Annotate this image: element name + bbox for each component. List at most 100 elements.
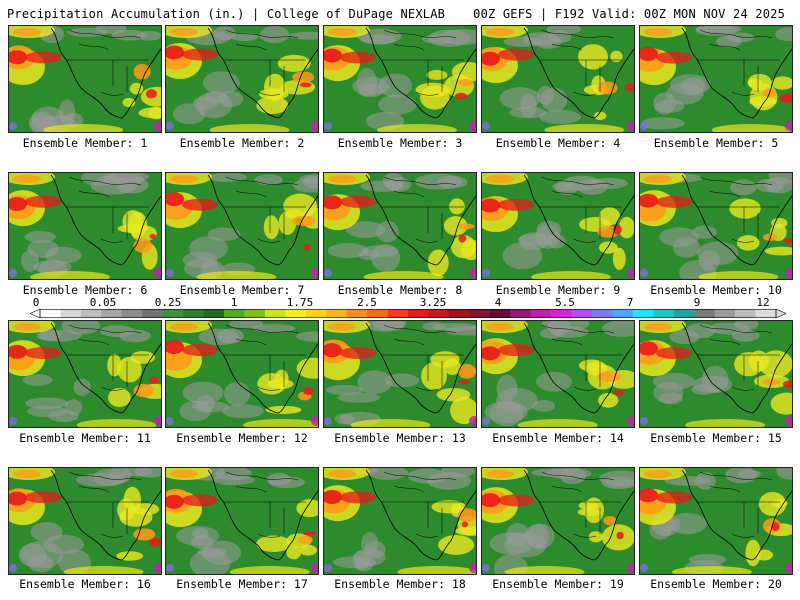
dry-area bbox=[357, 370, 392, 395]
dry-area bbox=[601, 476, 634, 490]
precip-area bbox=[298, 535, 313, 544]
heavy-precip-area bbox=[9, 564, 17, 572]
precip-area bbox=[531, 271, 612, 279]
precip-area bbox=[116, 551, 144, 561]
ensemble-member-map bbox=[639, 172, 793, 280]
dry-area bbox=[134, 468, 161, 478]
precip-area bbox=[170, 175, 198, 183]
heavy-precip-area bbox=[166, 122, 174, 130]
coastline bbox=[50, 27, 161, 119]
precip-area bbox=[340, 51, 376, 64]
colorbar-segment bbox=[244, 309, 266, 318]
dry-area bbox=[197, 547, 227, 558]
precip-area bbox=[640, 341, 658, 356]
arctic-coastline bbox=[541, 471, 615, 493]
precip-area bbox=[324, 489, 342, 504]
precip-map-svg bbox=[166, 26, 318, 132]
heavy-precip-area bbox=[640, 269, 648, 277]
dry-area bbox=[259, 26, 290, 44]
heavy-precip-area bbox=[311, 121, 318, 131]
precip-area bbox=[328, 175, 356, 183]
dry-area bbox=[367, 468, 409, 480]
precip-area bbox=[578, 44, 608, 70]
ensemble-member-label: Ensemble Member: 18 bbox=[334, 577, 466, 591]
political-borders bbox=[698, 354, 780, 391]
run-info: 00Z GEFS | F192 Valid: 00Z MON NOV 24 20… bbox=[473, 7, 785, 21]
dry-area bbox=[649, 521, 672, 540]
dry-area bbox=[602, 321, 634, 337]
precip-area bbox=[685, 419, 766, 427]
heavy-precip-area bbox=[469, 268, 476, 278]
dry-area bbox=[61, 321, 101, 335]
precip-map-svg bbox=[324, 468, 476, 574]
precip-map-svg bbox=[482, 468, 634, 574]
dry-area bbox=[384, 373, 420, 388]
political-borders bbox=[382, 59, 464, 96]
heavy-precip-area bbox=[166, 417, 174, 425]
ensemble-member-map bbox=[323, 467, 477, 575]
dry-area bbox=[589, 177, 629, 189]
ensemble-member-label: Ensemble Member: 20 bbox=[650, 577, 782, 591]
precip-area bbox=[603, 515, 617, 526]
political-borders bbox=[540, 501, 622, 538]
precip-area bbox=[498, 48, 534, 61]
precip-area bbox=[486, 175, 514, 183]
precip-area bbox=[328, 323, 356, 331]
precip-area bbox=[594, 111, 607, 121]
dry-area bbox=[25, 397, 69, 410]
heavy-precip-area bbox=[311, 416, 318, 426]
dry-area bbox=[546, 26, 582, 35]
precip-area bbox=[263, 73, 286, 101]
dry-area bbox=[538, 109, 581, 125]
precip-area bbox=[296, 499, 318, 518]
colorbar-segment bbox=[428, 309, 450, 318]
dry-area bbox=[64, 399, 83, 416]
precip-area bbox=[9, 491, 27, 506]
coastline bbox=[681, 322, 792, 414]
precip-area bbox=[376, 124, 457, 132]
arctic-coastline bbox=[225, 324, 299, 346]
precip-area bbox=[296, 357, 318, 379]
colorbar-segment bbox=[285, 309, 307, 318]
precip-area bbox=[498, 344, 534, 357]
precip-area bbox=[598, 241, 618, 254]
ensemble-member-map bbox=[323, 25, 477, 133]
precip-area bbox=[771, 76, 792, 90]
dry-area bbox=[540, 87, 568, 112]
arctic-coastline bbox=[68, 324, 142, 346]
colorbar-segment bbox=[224, 309, 245, 318]
colorbar-segment bbox=[40, 309, 61, 318]
political-borders bbox=[382, 501, 464, 538]
ensemble-member-label: Ensemble Member: 1 bbox=[22, 136, 148, 150]
dry-area bbox=[62, 112, 84, 127]
precip-area bbox=[438, 535, 475, 555]
precip-area bbox=[133, 528, 156, 541]
ensemble-member-label: Ensemble Member: 7 bbox=[179, 283, 305, 297]
dry-area bbox=[726, 32, 755, 43]
precip-area bbox=[486, 470, 514, 478]
dry-area bbox=[559, 468, 586, 485]
dry-area bbox=[252, 323, 296, 333]
arctic-coastline bbox=[225, 176, 299, 198]
heavy-precip-area bbox=[324, 564, 332, 572]
precip-area bbox=[443, 358, 461, 375]
precip-area bbox=[133, 238, 153, 253]
precip-area bbox=[656, 347, 692, 360]
dry-area bbox=[444, 325, 476, 336]
precip-area bbox=[779, 93, 792, 103]
arctic-coastline bbox=[383, 324, 457, 346]
colorbar-segment bbox=[183, 309, 204, 318]
dry-area bbox=[93, 468, 127, 486]
precip-map-svg bbox=[166, 173, 318, 279]
arctic-coastline bbox=[699, 471, 773, 493]
ensemble-member-map bbox=[165, 320, 319, 428]
precip-area bbox=[736, 235, 760, 251]
dry-area bbox=[189, 236, 228, 261]
colorbar-tick-label: 0 bbox=[32, 296, 40, 309]
arctic-coastline bbox=[68, 29, 142, 51]
precip-area bbox=[25, 195, 61, 208]
dry-area bbox=[377, 94, 417, 115]
precip-area bbox=[588, 531, 604, 543]
dry-area bbox=[688, 553, 727, 566]
ensemble-member-map bbox=[8, 25, 162, 133]
